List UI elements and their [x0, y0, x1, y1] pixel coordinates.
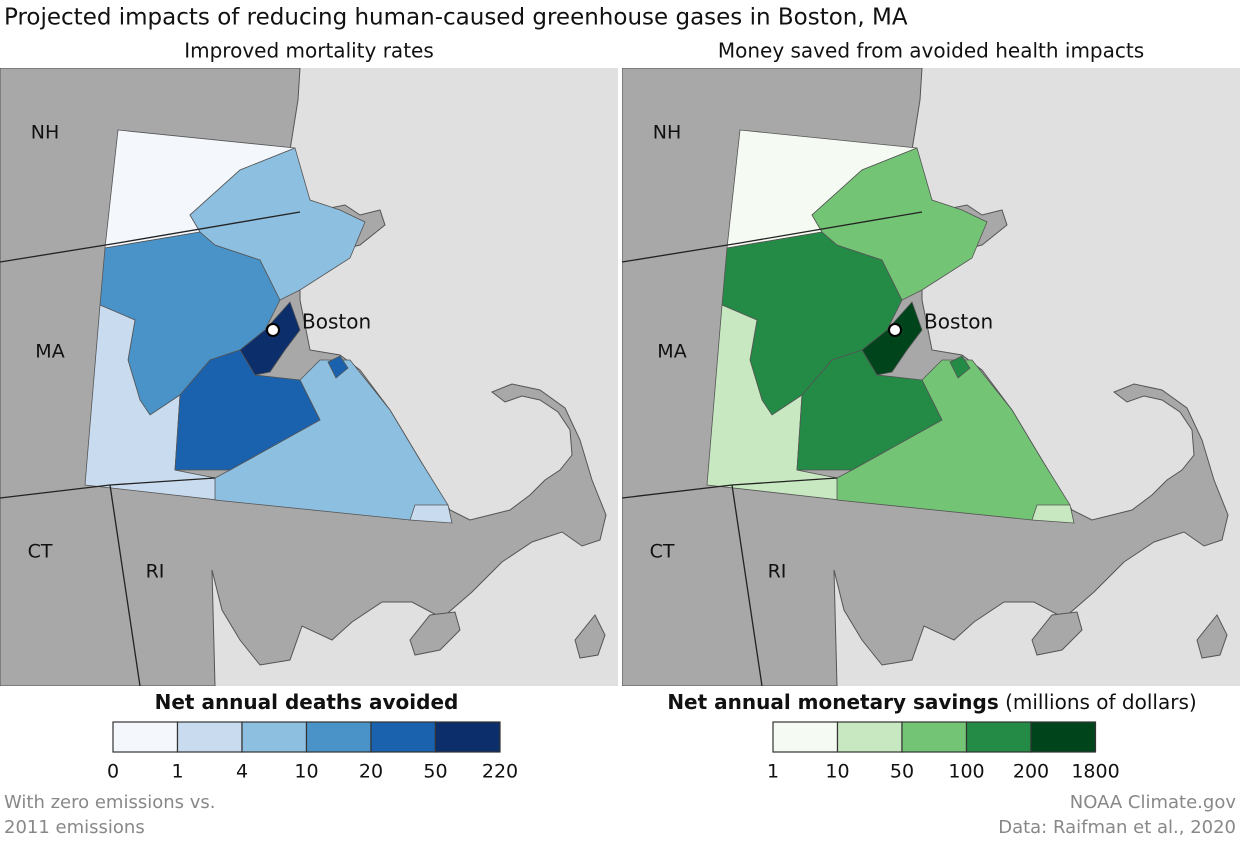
state-label: NH	[31, 122, 60, 144]
footnote: With zero emissions vs.	[4, 792, 216, 813]
city-label: Boston	[924, 310, 993, 334]
county-region	[239, 301, 301, 376]
legend-title-main: Net annual deaths avoided	[155, 690, 459, 714]
legend-tick-label: 1800	[1071, 761, 1119, 783]
city-label: Boston	[302, 310, 371, 334]
county-region	[811, 147, 988, 301]
legend-title-main: Net annual monetary savings	[667, 690, 998, 714]
county-region	[189, 147, 366, 301]
state-label: RI	[768, 561, 787, 583]
footnote: 2011 emissions	[4, 817, 145, 838]
legend-title: Net annual monetary savings (millions of…	[667, 690, 1196, 714]
legend-swatch	[241, 721, 308, 753]
legend-title-note: (millions of dollars)	[1005, 690, 1197, 714]
panel-subtitle: Money saved from avoided health impacts	[718, 39, 1144, 63]
island	[574, 614, 606, 659]
state-label: CT	[28, 541, 53, 563]
state-border	[622, 211, 923, 263]
state-label: MA	[35, 341, 64, 363]
legend-tick-label: 200	[1013, 761, 1049, 783]
legend-tick-label: 50	[423, 761, 447, 783]
state-label: CT	[650, 541, 675, 563]
island	[1031, 611, 1083, 656]
legend-swatch	[434, 721, 501, 753]
credit: Data: Raifman et al., 2020	[998, 817, 1236, 838]
county-region	[1031, 504, 1075, 524]
city-marker	[266, 323, 280, 337]
legend-swatch	[965, 721, 1032, 753]
legend-swatch	[772, 721, 839, 753]
legend-tick-label: 10	[825, 761, 849, 783]
island	[1196, 614, 1228, 659]
county-region	[861, 301, 923, 376]
county-region	[949, 355, 971, 379]
legend-swatch	[370, 721, 437, 753]
state-border	[109, 484, 141, 686]
state-border	[0, 211, 301, 263]
legend-swatch	[836, 721, 903, 753]
state-label: MA	[657, 341, 686, 363]
legend-swatch	[112, 721, 179, 753]
title: Projected impacts of reducing human-caus…	[4, 5, 908, 31]
legend-tick-label: 10	[294, 761, 318, 783]
legend-swatch	[305, 721, 372, 753]
legend-tick-label: 220	[482, 761, 518, 783]
legend-swatch	[901, 721, 968, 753]
county-region	[327, 355, 349, 379]
state-border	[731, 484, 763, 686]
city-marker	[888, 323, 902, 337]
map-panel: NH MA CT RI Boston	[622, 68, 1240, 686]
legend-tick-label: 50	[890, 761, 914, 783]
state-label: NH	[653, 122, 682, 144]
legend-swatch	[1030, 721, 1097, 753]
legend-tick-label: 4	[236, 761, 248, 783]
state-label: RI	[146, 561, 165, 583]
credit: NOAA Climate.gov	[1070, 792, 1237, 813]
legend-tick-label: 20	[359, 761, 383, 783]
legend-tick-label: 0	[107, 761, 119, 783]
county-region	[409, 504, 453, 524]
panel-subtitle: Improved mortality rates	[184, 39, 434, 63]
legend-tick-label: 1	[767, 761, 779, 783]
legend-tick-label: 100	[948, 761, 984, 783]
legend-title: Net annual deaths avoided	[155, 690, 459, 714]
legend-tick-label: 1	[171, 761, 183, 783]
island	[409, 611, 461, 656]
legend-swatch	[176, 721, 243, 753]
map-panel: NH MA CT RI Boston	[0, 68, 618, 686]
